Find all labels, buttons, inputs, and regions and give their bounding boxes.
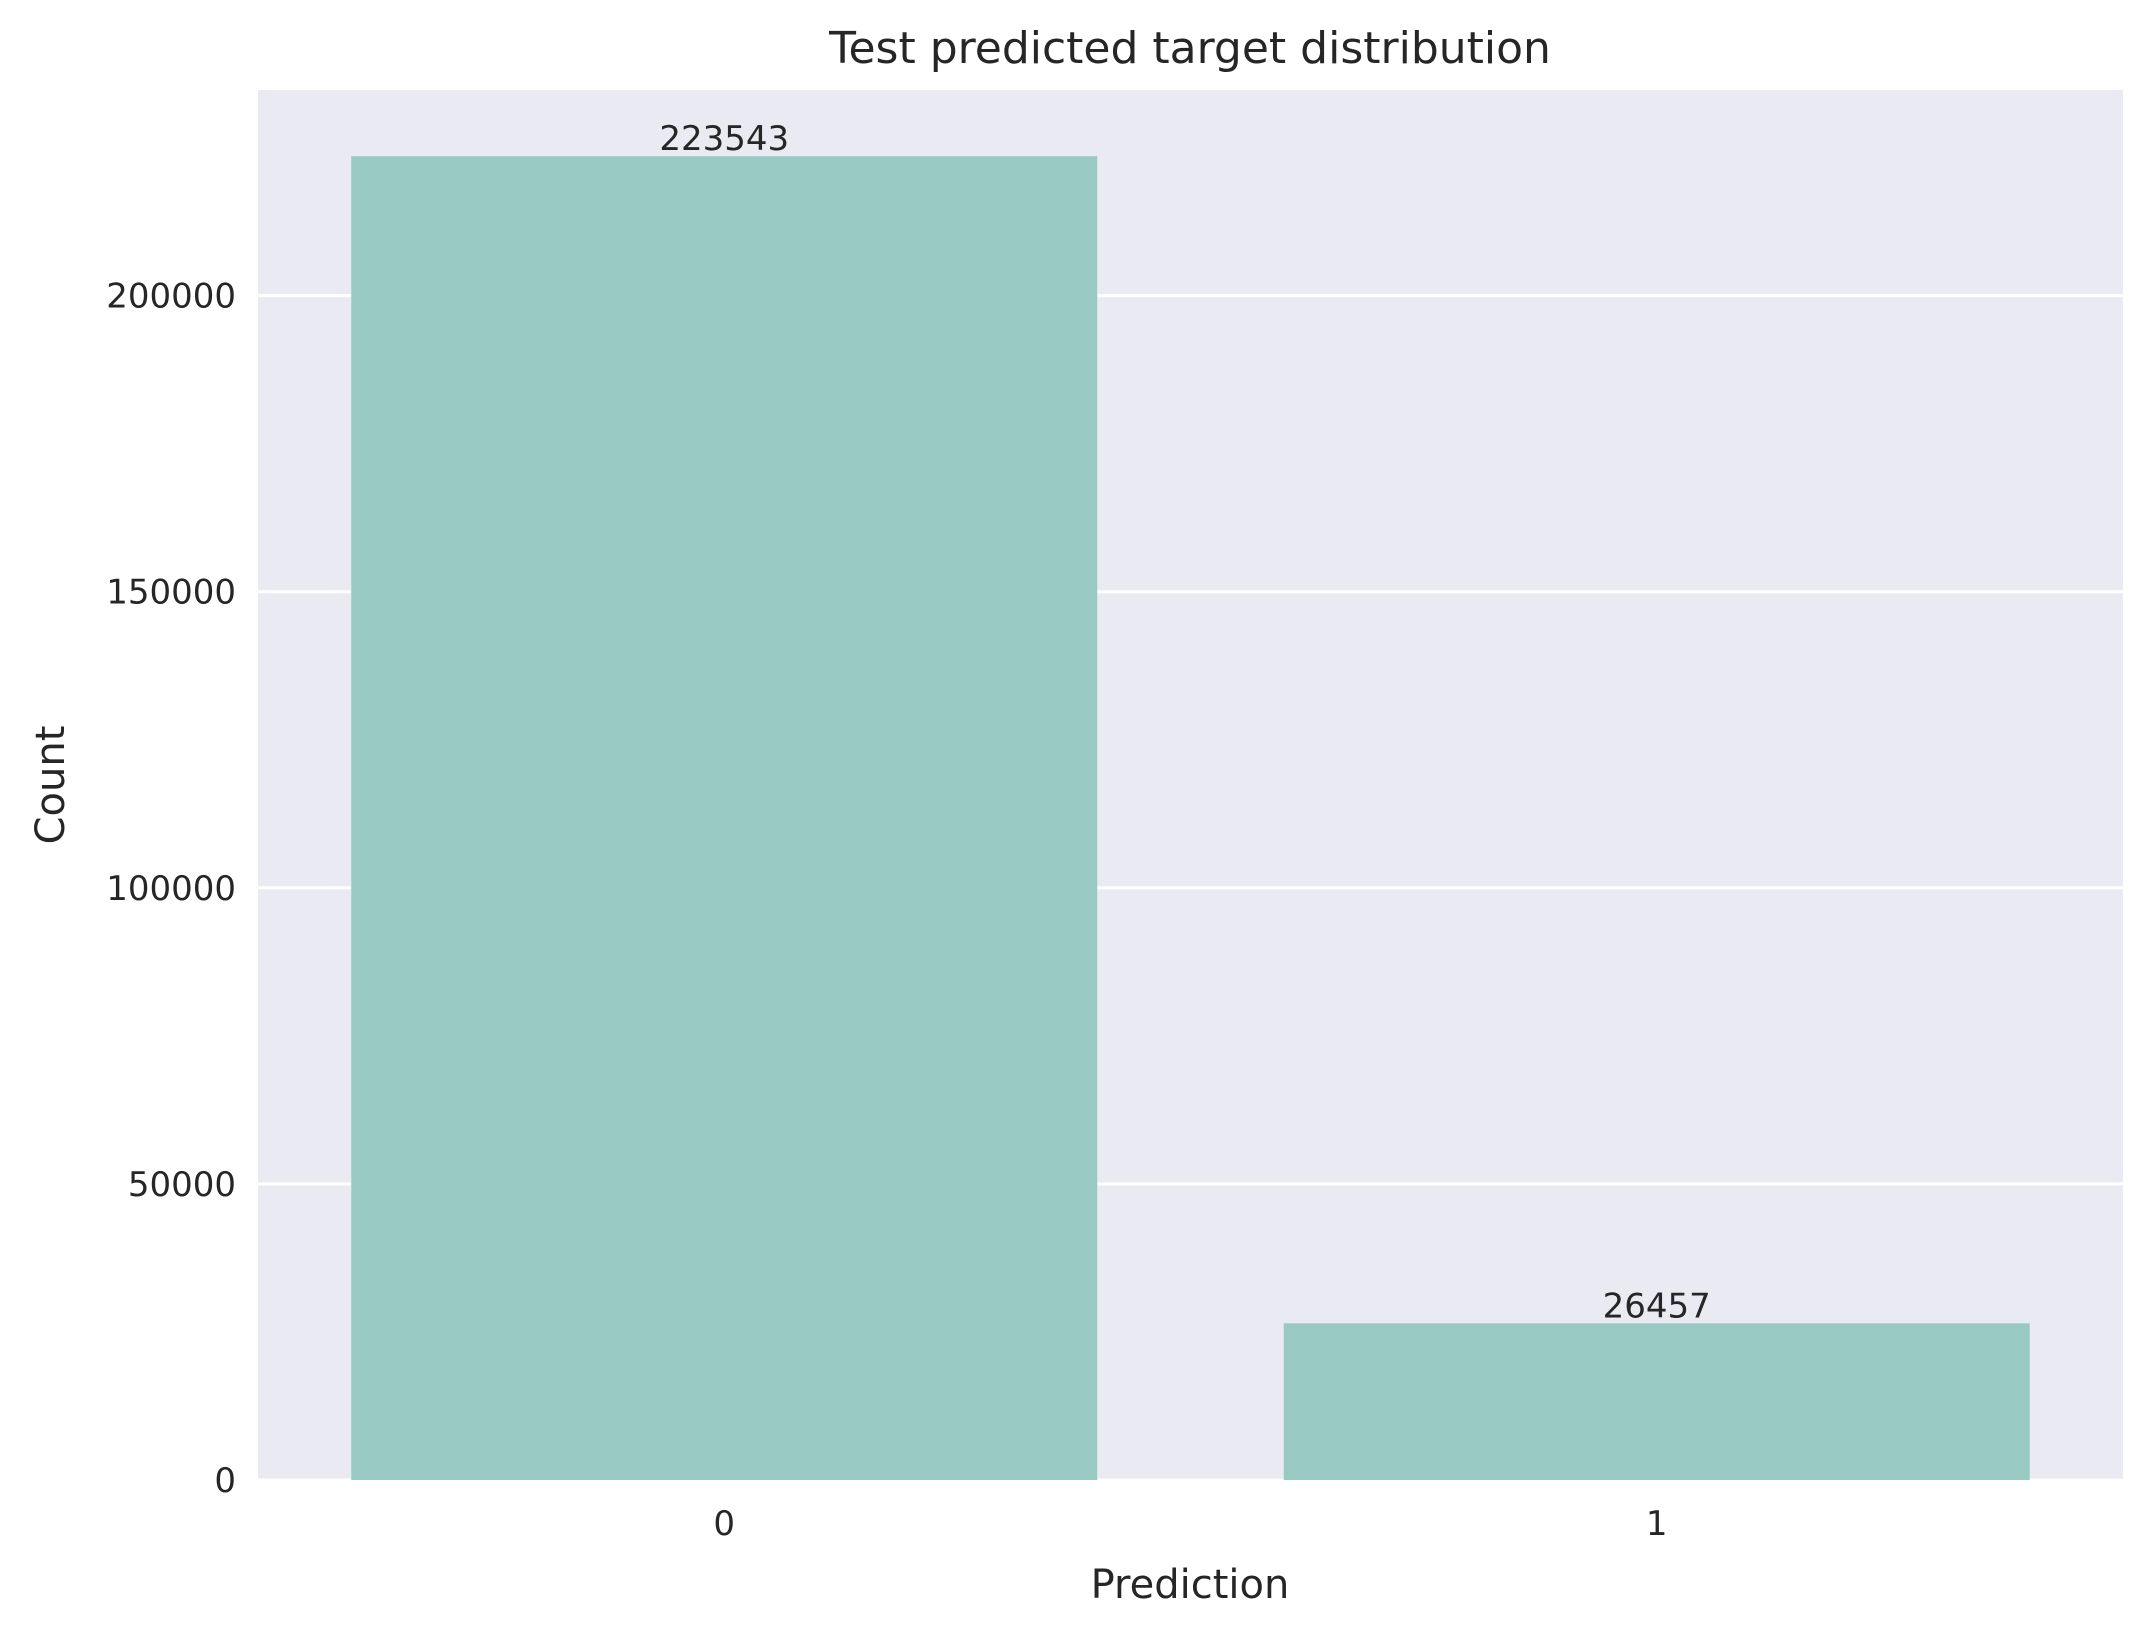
x-tick-label: 1 [1646,1504,1668,1544]
bar-value-label: 26457 [1603,1286,1711,1326]
y-tick-label: 50000 [128,1165,236,1205]
y-tick-label: 150000 [106,573,236,613]
bar-0 [351,156,1098,1480]
chart-title: Test predicted target distribution [828,23,1551,74]
bar-value-label: 223543 [659,119,789,159]
bar-1 [1283,1323,2030,1480]
y-tick-label: 100000 [106,869,236,909]
x-tick-label: 0 [713,1504,735,1544]
x-axis-label: Prediction [1091,1562,1290,1608]
bar-value-labels: 223543 26457 [659,119,1710,1326]
y-axis-label: Count [28,726,74,845]
y-axis-ticks: 0 50000 100000 150000 200000 [106,277,236,1501]
y-tick-label: 200000 [106,277,236,317]
y-tick-label: 0 [214,1461,236,1501]
bars [351,156,2030,1480]
